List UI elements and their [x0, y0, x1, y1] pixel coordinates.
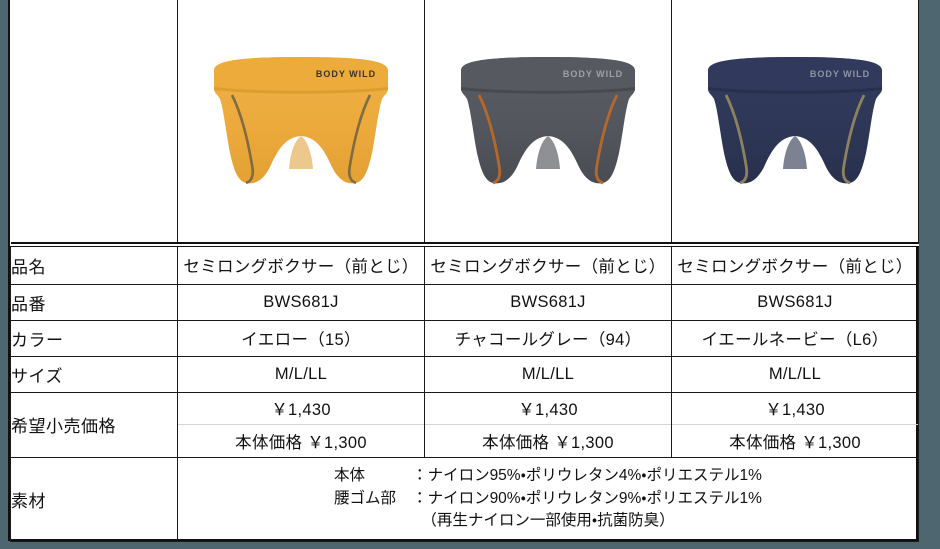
material-line-3: （再生ナイロン一部使用・抗菌防臭） [421, 512, 675, 530]
value-material: 本体 ：ナイロン95%・ポリウレタン4%・ポリエステル1% 腰ゴム部 ：ナイロン90… [177, 456, 919, 542]
material-value-2: ナイロン90%・ポリウレタン9%・ポリエステル1% [427, 489, 762, 507]
material-line-2: 腰ゴム部 ：ナイロン90%・ポリウレタン9%・ポリエステル1% [334, 488, 762, 510]
row-product-name: 品名 セミロングボクサー（前とじ） セミロングボクサー（前とじ） セミロングボク… [10, 245, 919, 285]
product-spec-table: BODY WILD [10, 0, 919, 542]
yellow-boxer-photo: BODY WILD [178, 0, 424, 242]
label-price: 希望小売価格 [10, 391, 178, 458]
material-sep-1: ： [412, 467, 428, 485]
value-price-cell-3: ￥1,430 本体価格 ￥1,300 [671, 391, 919, 458]
value-product-name-3: セミロングボクサー（前とじ） [671, 245, 919, 285]
material-value-1: ナイロン95%・ポリウレタン4%・ポリエステル1% [427, 467, 762, 485]
price-stack-1: ￥1,430 本体価格 ￥1,300 [178, 393, 424, 456]
value-product-code-3: BWS681J [671, 283, 919, 321]
price-stack-3: ￥1,430 本体価格 ￥1,300 [672, 393, 918, 456]
charcoal-boxer-photo: BODY WILD [425, 0, 671, 242]
material-key-1: 本体 [334, 467, 366, 485]
material-key-2: 腰ゴム部 [334, 489, 397, 507]
row-price: 希望小売価格 ￥1,430 本体価格 ￥1,300 ￥1,430 本体価格 ￥1… [10, 391, 919, 458]
product-photo-cell-1[interactable]: BODY WILD [177, 0, 425, 244]
row-material: 素材 本体 ：ナイロン95%・ポリウレタン4%・ポリエステル1% 腰ゴム部 ：ナイロ… [10, 456, 919, 542]
label-size: サイズ [10, 355, 178, 393]
label-product-code: 品番 [10, 283, 178, 321]
row-size: サイズ M/L/LL M/L/LL M/L/LL [10, 355, 919, 393]
price-incl-tax-3: ￥1,430 [765, 401, 825, 420]
spec-sheet: BODY WILD [8, 0, 919, 542]
value-color-3: イエールネービー（L6） [671, 319, 919, 357]
value-product-name-2: セミロングボクサー（前とじ） [424, 245, 672, 285]
svg-text:BODY WILD: BODY WILD [316, 69, 376, 79]
navy-boxer-photo: BODY WILD [672, 0, 918, 242]
row-color: カラー イエロー（15） チャコールグレー（94） イエールネービー（L6） [10, 319, 919, 357]
photo-row: BODY WILD [10, 0, 919, 244]
material-line-1: 本体 ：ナイロン95%・ポリウレタン4%・ポリエステル1% [334, 465, 762, 487]
photo-row-label-cell [10, 0, 178, 244]
price-excl-tax-3: 本体価格 ￥1,300 [672, 424, 918, 456]
value-product-code-1: BWS681J [177, 283, 425, 321]
price-stack-2: ￥1,430 本体価格 ￥1,300 [425, 393, 671, 456]
value-price-cell-1: ￥1,430 本体価格 ￥1,300 [177, 391, 425, 458]
material-block: 本体 ：ナイロン95%・ポリウレタン4%・ポリエステル1% 腰ゴム部 ：ナイロン90… [334, 465, 762, 532]
value-color-2: チャコールグレー（94） [424, 319, 672, 357]
value-size-2: M/L/LL [424, 355, 672, 393]
value-color-1: イエロー（15） [177, 319, 425, 357]
value-size-1: M/L/LL [177, 355, 425, 393]
value-size-3: M/L/LL [671, 355, 919, 393]
price-incl-tax-1: ￥1,430 [271, 401, 331, 420]
svg-text:BODY WILD: BODY WILD [810, 69, 870, 79]
price-excl-tax-1: 本体価格 ￥1,300 [178, 424, 424, 456]
price-incl-tax-2: ￥1,430 [518, 401, 578, 420]
product-photo-cell-3[interactable]: BODY WILD [671, 0, 919, 244]
product-photo-cell-2[interactable]: BODY WILD [424, 0, 672, 244]
price-excl-tax-2: 本体価格 ￥1,300 [425, 424, 671, 456]
label-product-name: 品名 [10, 245, 178, 285]
value-price-cell-2: ￥1,430 本体価格 ￥1,300 [424, 391, 672, 458]
label-color: カラー [10, 319, 178, 357]
material-sep-2: ： [412, 489, 428, 507]
svg-text:BODY WILD: BODY WILD [563, 69, 623, 79]
row-product-code: 品番 BWS681J BWS681J BWS681J [10, 283, 919, 321]
label-material: 素材 [10, 456, 178, 542]
value-product-name-1: セミロングボクサー（前とじ） [177, 245, 425, 285]
value-product-code-2: BWS681J [424, 283, 672, 321]
